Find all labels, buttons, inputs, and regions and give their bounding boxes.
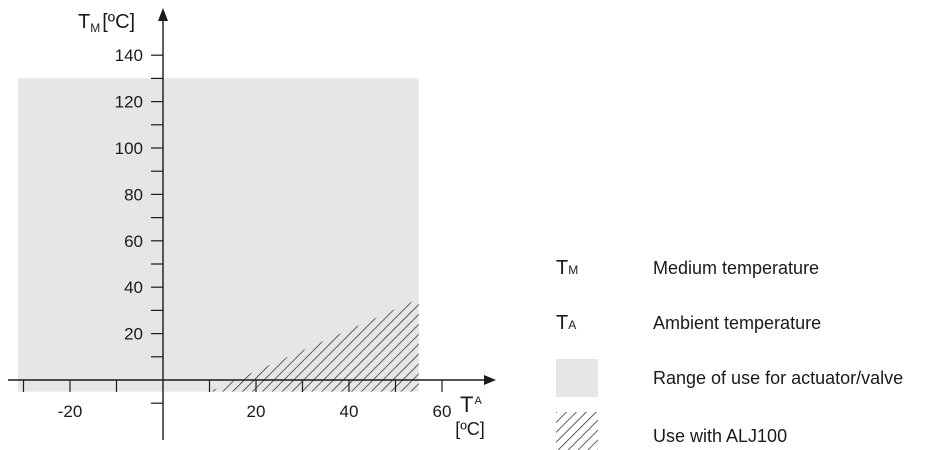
y-axis-title: TM [ºC] [78,11,135,35]
y-tick-label: 140 [115,46,143,65]
x-tick-label: 60 [433,402,452,421]
y-tick-label: 120 [115,93,143,112]
hatch-swatch [556,412,598,450]
x-axis-arrow [484,375,496,385]
legend-item-alj100: Use with ALJ100 [556,412,787,450]
legend-label: Ambient temperature [653,313,822,333]
y-axis-arrow [158,8,168,21]
y-tick-label: 20 [124,325,143,344]
chart: 20 40 60 80 100 120 140 -20 40 60 20 TM [ºC] TA [º… [8,8,496,440]
range-of-use-swatch [556,359,598,397]
y-tick-label: 60 [124,232,143,251]
x-tick-label: -20 [58,402,83,421]
alj100-hatched-region [209,298,419,392]
legend-symbol-letter: T [556,311,569,334]
y-tick-label: 80 [124,185,143,204]
legend-symbol-subscript: A [568,318,577,332]
legend-symbol-subscript: M [568,263,579,277]
legend-label: Medium temperature [653,258,820,278]
legend-label: Use with ALJ100 [653,426,788,446]
y-tick-label: 40 [124,278,143,297]
legend-label: Range of use for actuator/valve [653,368,904,388]
x-tick-label: 20 [247,402,266,421]
legend-symbol-letter: T [556,256,569,279]
legend-item-range-of-use: Range of use for actuator/valve [556,359,903,397]
x-tick-label: 40 [340,402,359,421]
x-axis-title-unit: [ºC] [455,419,485,439]
x-axis-title-symbol: TA [460,392,482,417]
y-tick-label: 100 [115,139,143,158]
